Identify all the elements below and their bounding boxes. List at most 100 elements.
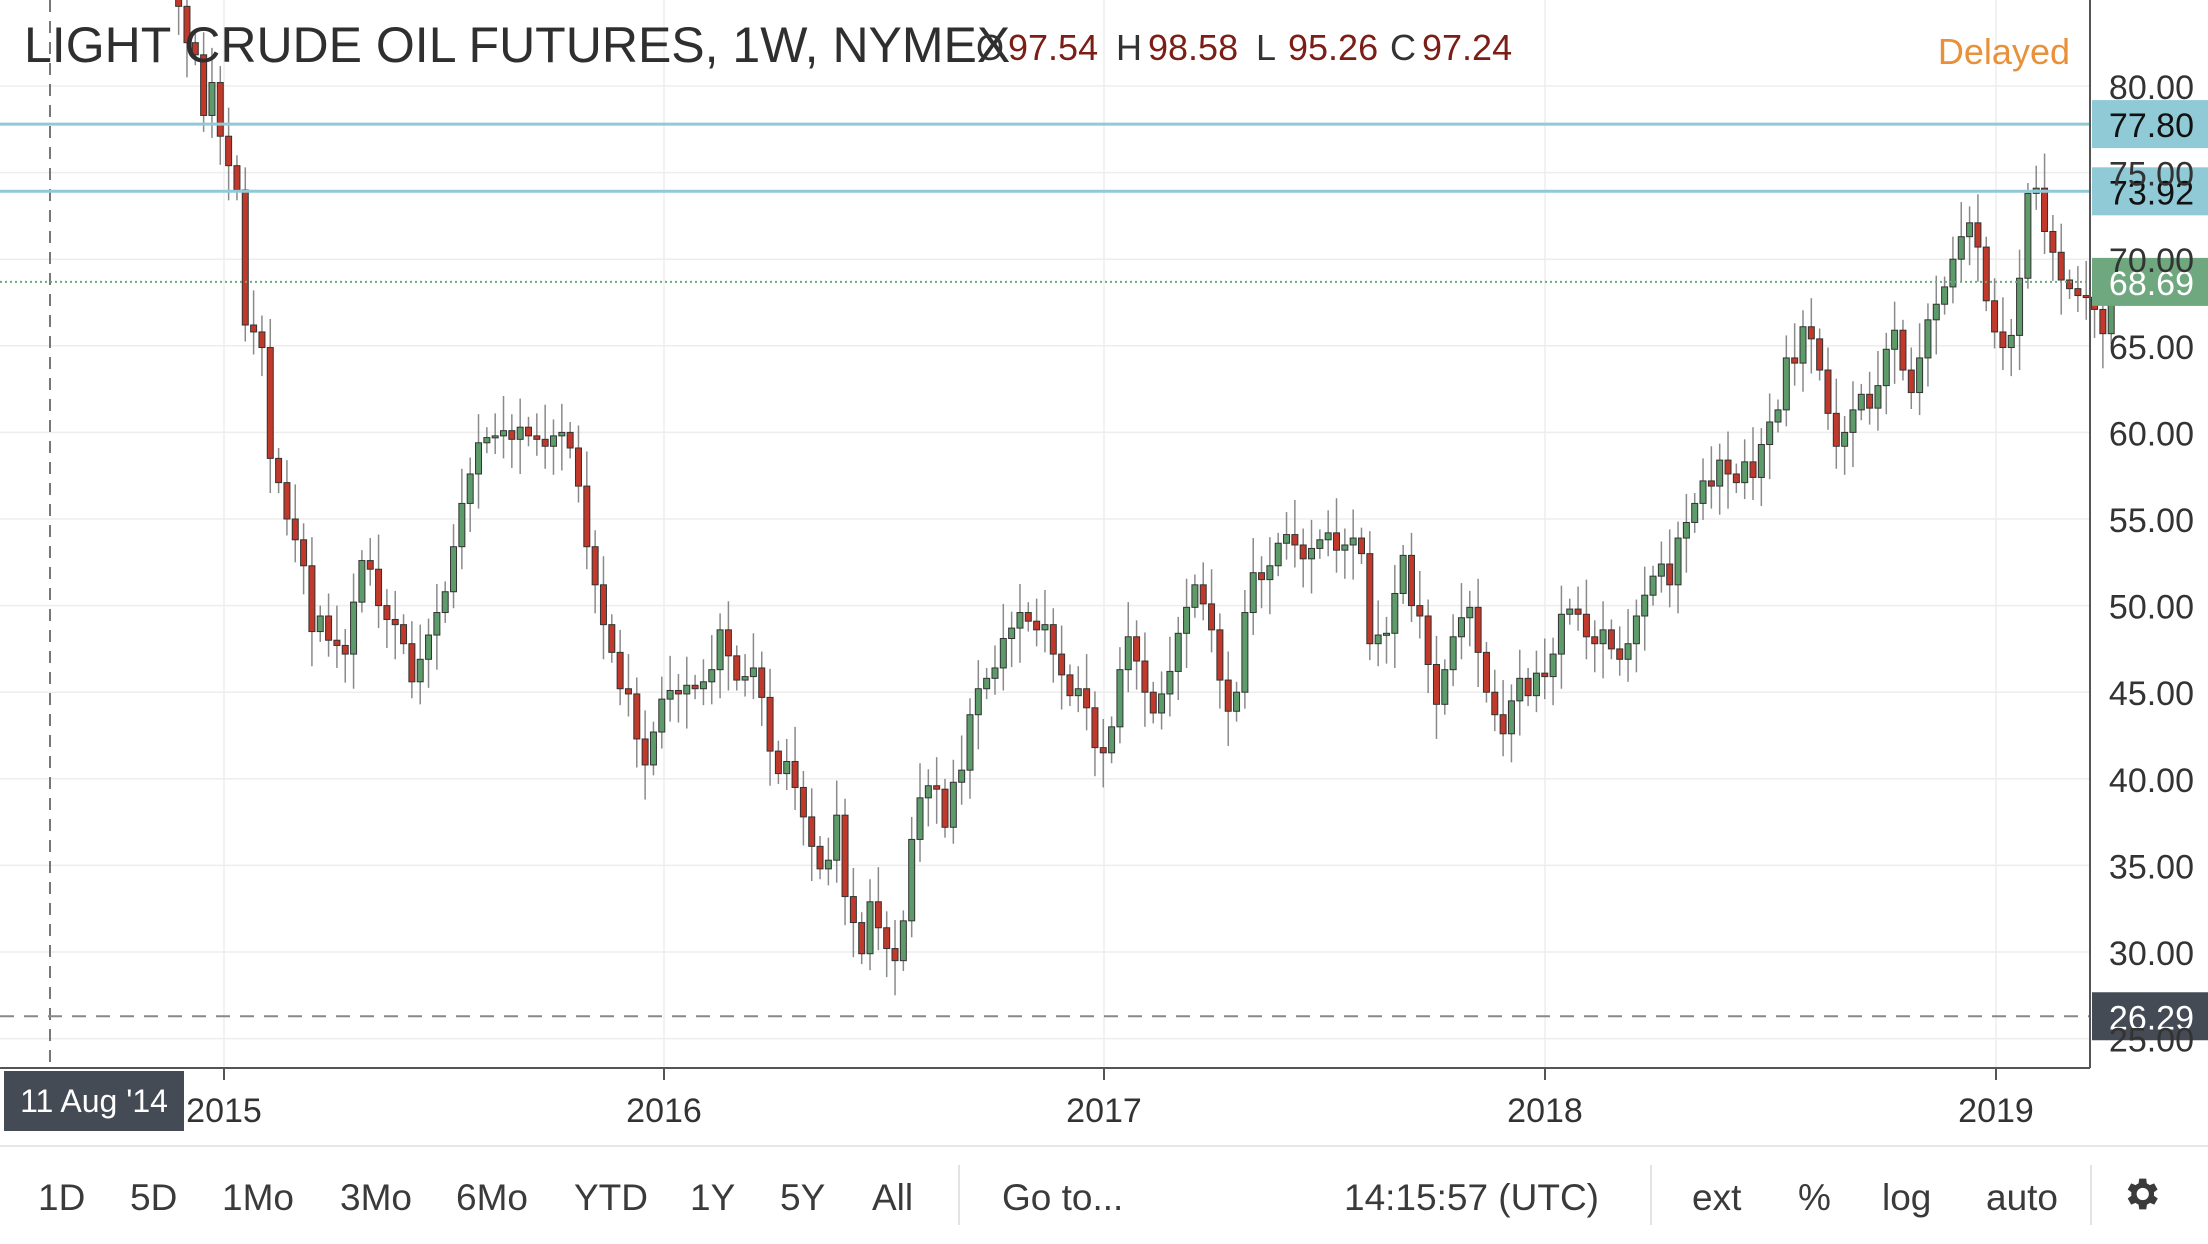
candle: [999, 603, 1007, 691]
candle: [1732, 463, 1740, 494]
candle: [175, 0, 183, 35]
candle: [1941, 276, 1949, 315]
percent-scale-toggle[interactable]: %: [1798, 1177, 1831, 1218]
candle: [416, 624, 424, 705]
auto-scale-toggle[interactable]: auto: [1986, 1177, 2059, 1218]
range-1y-button[interactable]: 1Y: [690, 1177, 736, 1218]
grid: [0, 0, 2090, 1070]
range-5d-button[interactable]: 5D: [130, 1177, 178, 1218]
candle: [1216, 613, 1224, 709]
candle: [1124, 602, 1132, 693]
gear-icon[interactable]: [2120, 1173, 2162, 1215]
range-6mo-button[interactable]: 6Mo: [456, 1177, 528, 1218]
candle: [658, 676, 666, 749]
extended-hours-toggle[interactable]: ext: [1692, 1177, 1742, 1218]
candle: [958, 735, 966, 805]
price-chart[interactable]: 77.80 73.92 68.69 26.29 25.00 30.00 35.00 40.0…: [0, 0, 2208, 1145]
ohlc-value: 95.26: [1288, 27, 1378, 68]
price-line-label: 68.69: [2109, 265, 2194, 303]
candle: [1091, 691, 1099, 777]
candle: [1841, 415, 1849, 475]
candle: [1982, 236, 1990, 312]
range-1mo-button[interactable]: 1Mo: [222, 1177, 294, 1218]
toolbar-divider: [1650, 1165, 1652, 1225]
ohlc-value: 97.54: [1008, 27, 1098, 68]
candle: [558, 403, 566, 471]
candle: [466, 457, 474, 532]
candle: [1807, 298, 1815, 374]
x-tick-label: 2017: [1066, 1092, 1142, 1130]
candle: [2041, 153, 2049, 255]
range-5y-button[interactable]: 5Y: [780, 1177, 826, 1218]
candle: [1749, 427, 1757, 500]
candle: [183, 0, 191, 78]
candle: [1008, 611, 1016, 668]
y-tick-label: 30.00: [2109, 935, 2194, 973]
candle: [308, 537, 316, 667]
candle: [458, 468, 466, 570]
crosshair-date-label: 11 Aug '14: [20, 1083, 168, 1119]
y-tick-label: 75.00: [2109, 156, 2194, 194]
candle: [1799, 310, 1807, 392]
candle: [716, 613, 724, 699]
candle: [1374, 600, 1382, 667]
candle: [1507, 684, 1515, 763]
candle: [1349, 509, 1357, 580]
candle: [541, 404, 549, 469]
candle: [1874, 350, 1882, 431]
candle: [1266, 537, 1274, 615]
candle: [475, 414, 483, 509]
candle: [1166, 636, 1174, 717]
candle: [200, 32, 208, 132]
candle: [1249, 538, 1257, 636]
candle: [1158, 671, 1166, 730]
candle: [500, 396, 508, 459]
y-tick-label: 25.00: [2109, 1022, 2194, 1060]
candle: [1957, 202, 1965, 282]
candle: [633, 677, 641, 768]
range-3mo-button[interactable]: 3Mo: [340, 1177, 412, 1218]
candle: [358, 550, 366, 613]
candle: [1274, 532, 1282, 577]
range-1d-button[interactable]: 1D: [38, 1177, 86, 1218]
candle: [1891, 301, 1899, 384]
candle: [491, 413, 499, 455]
delayed-status: Delayed: [1938, 31, 2070, 72]
chart-title: LIGHT CRUDE OIL FUTURES, 1W, NYMEX: [24, 17, 1010, 73]
candle: [1049, 608, 1057, 683]
candle: [1516, 649, 1524, 736]
candle: [1866, 371, 1874, 425]
range-ytd-button[interactable]: YTD: [574, 1177, 648, 1218]
candle: [1308, 519, 1316, 594]
candle: [774, 740, 782, 784]
candle: [924, 769, 932, 827]
candle: [1491, 669, 1499, 732]
y-tick-label: 35.00: [2109, 848, 2194, 886]
candle: [916, 763, 924, 862]
range-all-button[interactable]: All: [872, 1177, 914, 1218]
candle: [266, 318, 274, 494]
candle: [2049, 215, 2057, 281]
candle: [799, 771, 807, 846]
log-scale-toggle[interactable]: log: [1882, 1177, 1932, 1218]
toolbar-divider: [958, 1165, 960, 1225]
candle: [1141, 632, 1149, 727]
candle: [400, 614, 408, 655]
crosshair-date-box: [4, 1071, 184, 1131]
ohlc-label: L: [1256, 27, 1276, 68]
candle: [241, 167, 249, 342]
candle: [941, 778, 949, 838]
ohlc-value: 98.58: [1148, 27, 1238, 68]
candle: [758, 651, 766, 726]
candle: [1108, 716, 1116, 764]
price-line-label: 77.80: [2109, 107, 2194, 145]
candle: [933, 757, 941, 824]
candle: [849, 867, 857, 958]
candle: [508, 414, 516, 468]
candle: [1924, 303, 1932, 387]
candle: [1416, 570, 1424, 639]
candle: [1149, 681, 1157, 724]
candle: [1016, 583, 1024, 663]
candle: [1932, 275, 1940, 355]
goto-date-button[interactable]: Go to...: [1002, 1177, 1124, 1218]
